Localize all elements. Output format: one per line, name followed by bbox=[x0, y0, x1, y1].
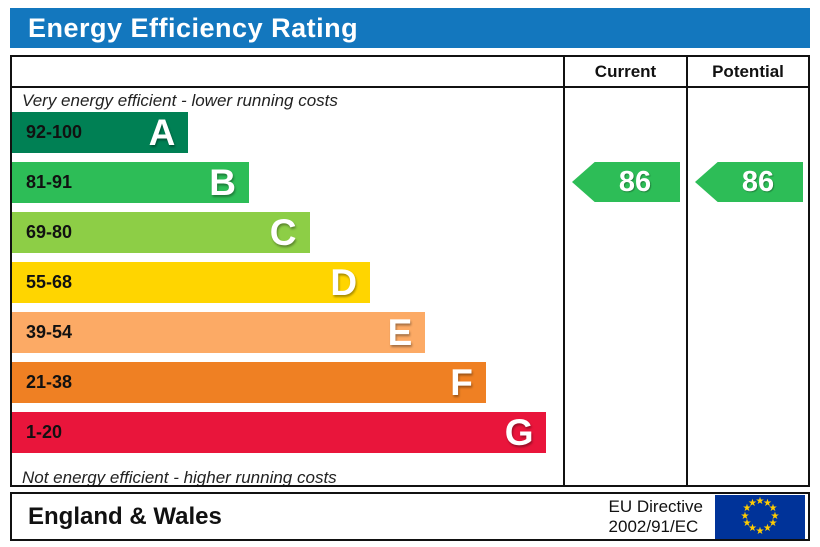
eu-star-icon: ★ bbox=[763, 497, 772, 509]
caption-efficient: Very energy efficient - lower running co… bbox=[22, 91, 338, 110]
eu-directive-label: EU Directive 2002/91/EC bbox=[609, 497, 703, 536]
eu-star-icon: ★ bbox=[768, 503, 778, 514]
current-rating-value: 86 bbox=[618, 165, 652, 198]
eu-star-icon: ★ bbox=[748, 523, 757, 535]
band-range-g: 1-20 bbox=[26, 422, 63, 442]
band-letter-e: E bbox=[387, 312, 413, 353]
band-bar-a: 92-100 A bbox=[12, 112, 189, 153]
band-bar-e: 39-54 E bbox=[12, 312, 426, 353]
current-column: 86 bbox=[563, 88, 686, 485]
eu-star-icon: ★ bbox=[748, 497, 757, 509]
band-range-c: 69-80 bbox=[26, 222, 73, 242]
band-letter-f: F bbox=[450, 362, 473, 403]
eu-directive-line1: EU Directive bbox=[608, 496, 703, 516]
band-row-f: 21-38 F bbox=[12, 362, 563, 403]
band-bar-d: 55-68 D bbox=[12, 262, 371, 303]
band-bar-f: 21-38 F bbox=[12, 362, 486, 403]
eu-star-icon: ★ bbox=[742, 518, 752, 529]
potential-rating-arrow: 86 bbox=[695, 162, 803, 202]
header-current: Current bbox=[563, 57, 686, 88]
band-bar-c: 69-80 C bbox=[12, 212, 310, 253]
region-label: England & Wales bbox=[28, 502, 222, 530]
band-row-g: 1-20 G bbox=[12, 412, 563, 453]
band-letter-d: D bbox=[330, 262, 358, 303]
band-row-b: 81-91 B bbox=[12, 162, 563, 203]
page-title: Energy Efficiency Rating bbox=[10, 8, 810, 48]
band-row-e: 39-54 E bbox=[12, 312, 563, 353]
potential-rating-value: 86 bbox=[741, 165, 775, 198]
eu-directive-line2: 2002/91/EC bbox=[608, 516, 699, 536]
band-range-b: 81-91 bbox=[26, 172, 73, 192]
band-letter-c: C bbox=[269, 212, 297, 253]
band-range-a: 92-100 bbox=[26, 122, 83, 142]
footer: England & Wales EU Directive 2002/91/EC … bbox=[10, 492, 810, 541]
band-range-f: 21-38 bbox=[26, 372, 73, 392]
header-potential: Potential bbox=[686, 57, 808, 88]
band-row-a: 92-100 A bbox=[12, 112, 563, 153]
eu-star-icon: ★ bbox=[755, 495, 765, 507]
band-chart: Very energy efficient - lower running co… bbox=[12, 88, 563, 485]
caption-not-efficient: Not energy efficient - higher running co… bbox=[22, 468, 337, 485]
band-row-d: 55-68 D bbox=[12, 262, 563, 303]
eu-flag-icon: ★ ★ ★ ★ ★ ★ ★ ★ ★ ★ ★ ★ bbox=[715, 494, 805, 539]
eu-star-icon: ★ bbox=[740, 510, 750, 522]
current-rating-arrow: 86 bbox=[572, 162, 680, 202]
band-bar-b: 81-91 B bbox=[12, 162, 249, 203]
eu-star-icon: ★ bbox=[770, 510, 780, 522]
band-bar-g: 1-20 G bbox=[12, 412, 547, 453]
eu-star-icon: ★ bbox=[742, 503, 752, 514]
band-letter-a: A bbox=[148, 112, 176, 153]
rating-table: Current Potential Very energy efficient … bbox=[10, 55, 810, 487]
band-letter-g: G bbox=[504, 412, 534, 453]
eu-star-icon: ★ bbox=[755, 525, 765, 537]
band-range-e: 39-54 bbox=[26, 322, 73, 342]
eu-star-icon: ★ bbox=[768, 518, 778, 529]
band-letter-b: B bbox=[209, 162, 236, 203]
eu-star-icon: ★ bbox=[763, 523, 772, 535]
band-row-c: 69-80 C bbox=[12, 212, 563, 253]
potential-column: 86 bbox=[686, 88, 808, 485]
header-spacer-cell bbox=[12, 57, 563, 88]
band-range-d: 55-68 bbox=[26, 272, 73, 292]
